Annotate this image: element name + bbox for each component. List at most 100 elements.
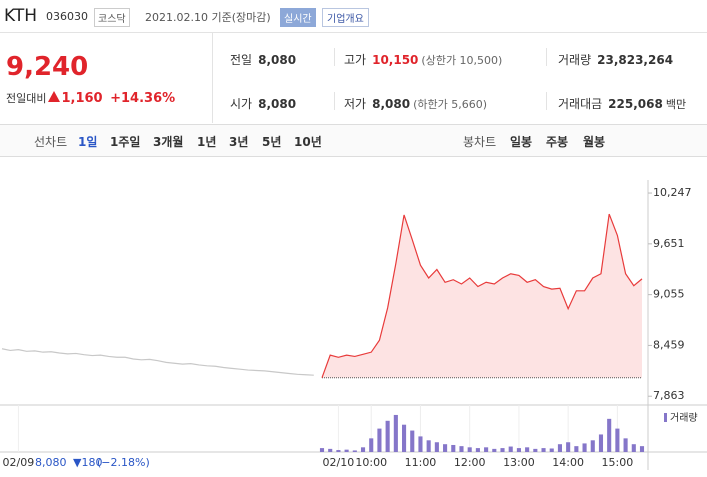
volume-bar [418, 436, 423, 452]
stat: 시가 8,080 [230, 95, 296, 112]
tab[interactable]: 10년 [294, 135, 322, 149]
area-fill [322, 214, 642, 378]
y-tick-label: 10,247 [653, 186, 692, 199]
tab[interactable]: 일봉 [510, 135, 533, 149]
tab-group-label: 선차트 [34, 135, 68, 149]
volume-bar [500, 448, 505, 452]
stat: 전일 8,080 [230, 51, 296, 68]
divider [546, 48, 547, 66]
date: 2021.02.10 기준(장마감) [145, 11, 271, 24]
x-tick-label: 15:00 [602, 456, 634, 469]
stat-value: 10,150 [372, 53, 419, 67]
volume-bar [598, 434, 604, 452]
volume-bar [533, 448, 538, 452]
volume-bar [402, 424, 407, 452]
stat-value: 23,823,264 [597, 53, 674, 67]
volume-bar [385, 420, 390, 452]
volume-bar [590, 440, 595, 452]
tab[interactable]: 1일 [78, 135, 98, 149]
volume-bar [467, 447, 472, 452]
volume-bar [393, 414, 398, 452]
volume-bar [377, 428, 382, 452]
divider [334, 48, 335, 66]
stat: 거래량 23,823,264 [558, 51, 673, 68]
volume-bar [623, 438, 628, 452]
y-tick-label: 7,863 [653, 389, 685, 402]
y-tick-label: 8,459 [653, 338, 685, 351]
change-label: 전일대비 [6, 92, 47, 105]
volume-bar [639, 446, 645, 452]
tab[interactable]: 5년 [262, 135, 282, 149]
stat: 고가 10,150 (상한가 10,500) [344, 51, 502, 68]
footer-rate: (−2.18%) [97, 456, 150, 469]
realtime-button[interactable]: 실시간 [280, 8, 316, 27]
volume-bar [352, 450, 357, 452]
tab-group-label: 봉차트 [463, 135, 497, 149]
stat-label: 고가 [344, 53, 367, 67]
tab[interactable]: 1년 [197, 135, 217, 149]
stat: 저가 8,080 (하한가 5,660) [344, 95, 487, 112]
volume-bar [443, 444, 448, 452]
change: 1,160 [61, 91, 103, 106]
volume-bar [434, 442, 439, 452]
volume-bar [607, 418, 612, 452]
volume-bar [541, 448, 546, 452]
stat-value: 8,080 [258, 53, 297, 67]
x-tick-label: 02/10 [323, 456, 355, 469]
x-tick-label: 11:00 [405, 456, 437, 469]
volume-bar [328, 448, 333, 452]
volume-bar [582, 443, 587, 452]
volume-bar [336, 450, 341, 452]
divider [212, 33, 213, 123]
volume-bar [508, 446, 513, 452]
x-tick-label: 14:00 [552, 456, 584, 469]
tab[interactable]: 3개월 [153, 135, 184, 149]
price-line [321, 213, 643, 378]
stat-label: 전일 [230, 53, 253, 67]
volume-bar [549, 448, 554, 452]
volume-bar [574, 446, 579, 452]
volume-bar [360, 447, 366, 452]
stat-note: (하한가 5,660) [413, 98, 487, 111]
tab[interactable]: 월봉 [583, 135, 606, 149]
volume-bar [516, 448, 521, 452]
volume-bar [426, 440, 431, 452]
stock-name: KTH [4, 6, 37, 26]
x-tick-label: 02/09 [3, 456, 35, 469]
volume-bar [492, 448, 497, 452]
legend-label: 거래량 [670, 412, 698, 424]
volume-bar [475, 448, 480, 452]
stat-label: 거래대금 [558, 97, 603, 111]
stat-unit: 백만 [665, 98, 687, 111]
stat-value: 225,068 [608, 97, 663, 111]
stat: 거래대금 225,068 백만 [558, 95, 686, 112]
footer-change: ▼180 [73, 456, 102, 469]
stat-label: 저가 [344, 97, 367, 111]
header-bar: KTH 036030 코스닥 2021.02.10 기준(장마감) 실시간 기업… [0, 0, 707, 33]
tab[interactable]: 3년 [229, 135, 249, 149]
y-tick-label: 9,055 [653, 288, 685, 301]
volume-bar [410, 430, 415, 452]
legend-swatch [664, 413, 667, 422]
y-tick-label: 9,651 [653, 237, 685, 250]
footer-price: 8,080 [35, 456, 67, 469]
stat-note: (상한가 10,500) [421, 54, 503, 67]
tab[interactable]: 주봉 [546, 135, 569, 149]
volume-bar [319, 448, 325, 452]
volume-bar [344, 449, 349, 452]
stat-label: 거래량 [558, 53, 592, 67]
overview-button[interactable]: 기업개요 [322, 8, 369, 27]
volume-bar [525, 447, 530, 452]
volume-bar [369, 438, 374, 452]
price-line [1, 348, 314, 376]
volume-bar [566, 442, 571, 452]
stat-value: 8,080 [372, 97, 411, 111]
tab[interactable]: 1주일 [110, 135, 141, 149]
tab-bar: 선차트 1일 1주일 3개월 1년 3년 5년 10년 봉차트 일봉 주봉 월봉 [0, 124, 707, 157]
stat-label: 시가 [230, 97, 253, 111]
divider [546, 92, 547, 110]
current-price: 9,240 [6, 52, 89, 82]
volume-bar [484, 447, 489, 452]
x-tick-label: 12:00 [454, 456, 486, 469]
